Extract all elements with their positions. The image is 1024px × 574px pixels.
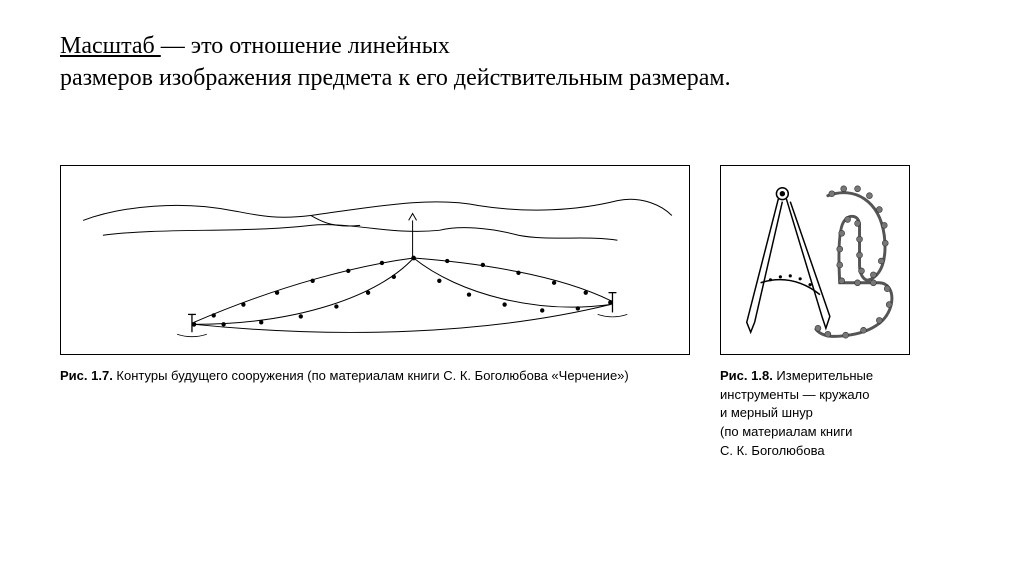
figure-1-8-text-1: Измерительные [773,368,873,383]
term-underlined: Масштаб [60,33,161,59]
figure-1-8-svg [721,166,909,354]
definition-rest-1: — это отношение линейных [161,33,450,59]
page: Масштаб — это отношение линейных размеро… [0,0,1024,574]
figure-1-7-caption: Рис. 1.7. Контуры будущего сооружения (п… [60,367,690,386]
figures-row: Рис. 1.7. Контуры будущего сооружения (п… [60,165,964,461]
figure-1-8-label: Рис. 1.8. [720,368,773,383]
figure-1-8-text-2: инструменты — кружало [720,387,870,402]
figure-1-8: Рис. 1.8. Измерительные инструменты — кр… [720,165,920,461]
figure-1-8-frame [720,165,910,355]
figure-1-7: Рис. 1.7. Контуры будущего сооружения (п… [60,165,690,386]
definition-line-2: размеров изображения предмета к его дейс… [60,65,731,91]
figure-1-7-svg [61,166,689,354]
figure-1-8-text-5: С. К. Боголюбова [720,443,825,458]
figure-1-7-frame [60,165,690,355]
definition-text: Масштаб — это отношение линейных размеро… [60,30,964,95]
figure-1-7-text: Контуры будущего сооружения (по материал… [113,368,629,383]
figure-1-8-text-4: (по материалам книги [720,424,852,439]
figure-1-8-text-3: и мерный шнур [720,405,813,420]
figure-1-8-caption: Рис. 1.8. Измерительные инструменты — кр… [720,367,910,461]
figure-1-7-label: Рис. 1.7. [60,368,113,383]
